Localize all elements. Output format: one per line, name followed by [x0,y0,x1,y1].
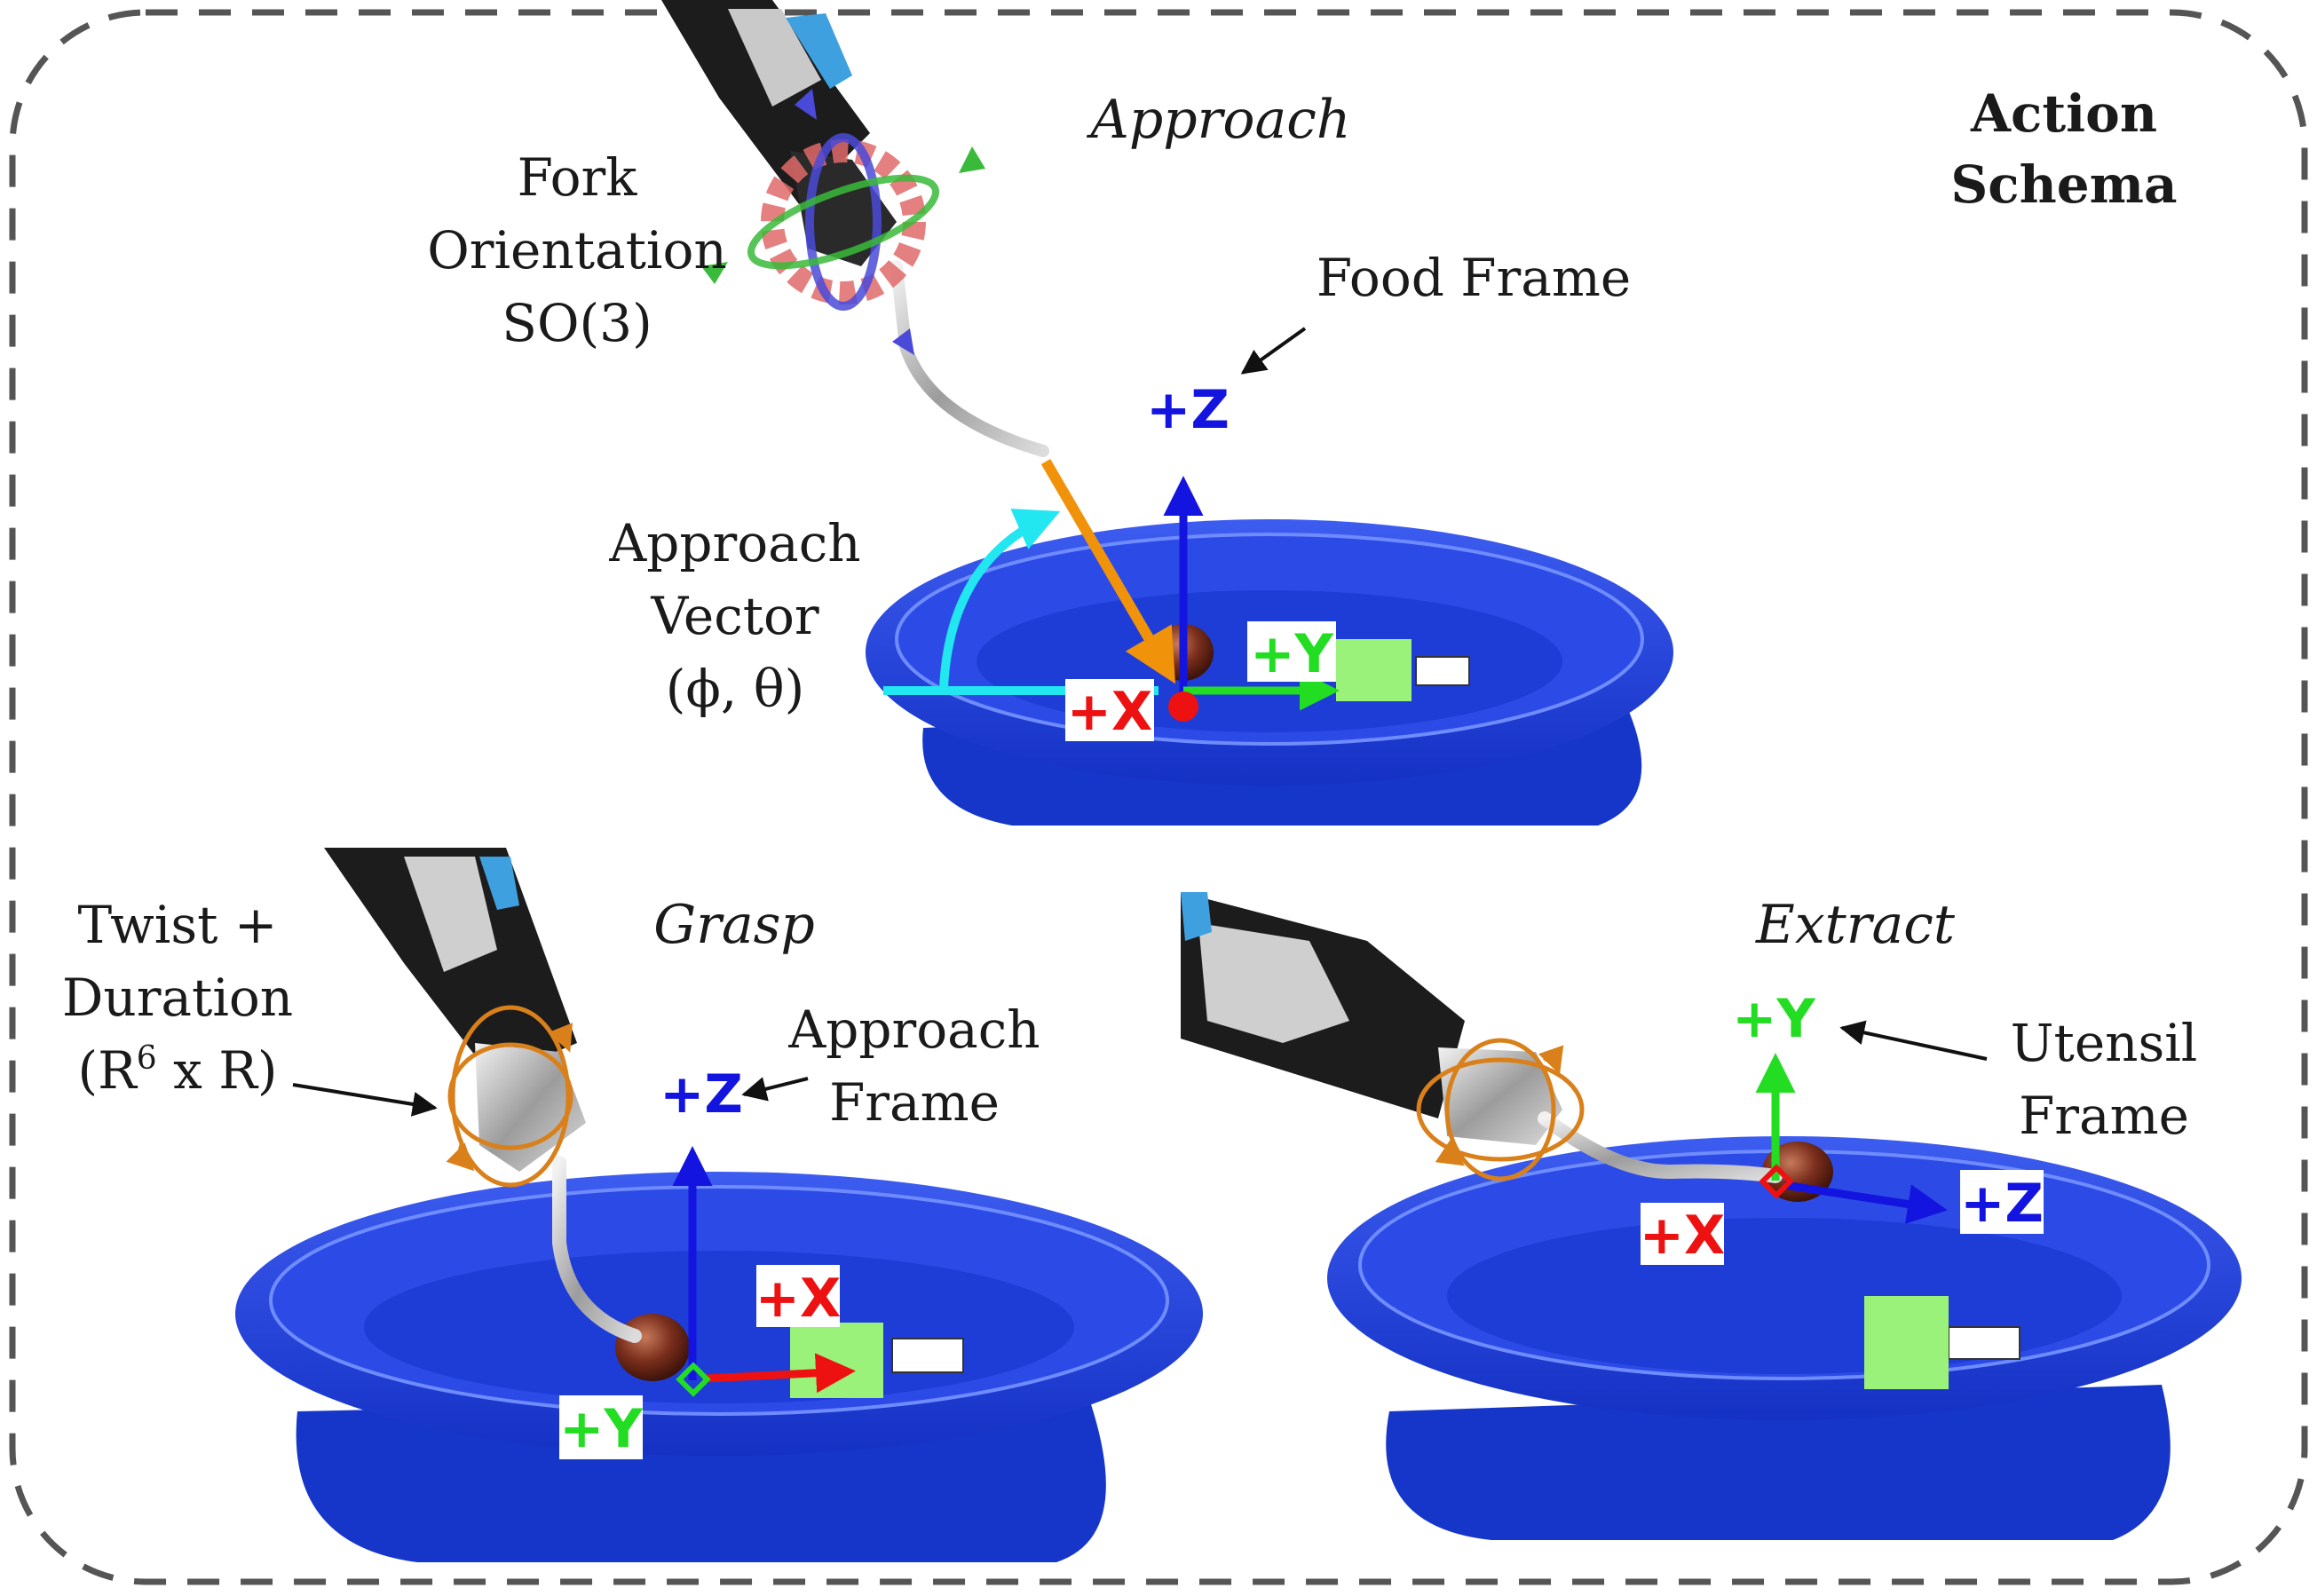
approach-frame-label-2: Frame [829,1072,1000,1133]
sponge-marker [1864,1296,1949,1389]
grasp-origin [676,1362,711,1397]
robot-arm-icon [324,848,586,1172]
extract-origin [1759,1164,1794,1199]
grasp-panel: Grasp +Z +X +Y Twis [62,848,1203,1562]
approach-x-label: +X [1067,681,1153,743]
grasp-x-axis [705,1353,856,1394]
schema-title-line1: Action [1970,83,2157,144]
utensil-frame-pointer [1839,1020,1988,1061]
plate-icon [235,1172,1203,1562]
grasp-x-label: +X [755,1268,842,1330]
extract-y-label: +Y [1732,988,1816,1050]
extract-x-label: +X [1640,1205,1726,1267]
fork-icon [1538,1111,1783,1183]
sponge-marker [1336,639,1412,701]
utensil-frame-label-2: Frame [2019,1086,2189,1146]
fork-orientation-label-1: Fork [518,147,638,208]
approach-z-label: +Z [1146,379,1230,441]
rotation-gizmo-icon [701,89,985,355]
twist-duration-label-2: Duration [62,968,293,1028]
extract-z-axis [1783,1181,1948,1224]
robot-arm-icon [1181,892,1562,1145]
fiducial-tag-icon [1948,1326,2020,1360]
grasp-heading: Grasp [653,894,815,956]
extract-panel: Extract +Y +X +Z Ut [1181,892,2242,1540]
fork-orientation-label-3: SO(3) [502,293,652,353]
extract-z-label: +Z [1960,1173,2044,1235]
sponge-marker [790,1323,883,1398]
extract-heading: Extract [1755,894,1956,956]
utensil-frame-label-1: Utensil [2011,1013,2198,1073]
approach-panel: Approach [427,0,1673,826]
extract-z-label-bg [1960,1170,2044,1234]
fiducial-tag-icon [891,1338,964,1373]
twist-duration-label-1: Twist + [78,895,278,955]
approach-vector-label-1: Approach [608,513,860,573]
approach-y-label: +Y [1250,623,1334,685]
grasp-x-label-bg [756,1265,840,1327]
twist-label-pointer [292,1083,438,1117]
extract-x-label-bg [1641,1203,1724,1265]
approach-vector-label-2: Vector [650,586,819,646]
grasp-y-label: +Y [559,1398,644,1460]
approach-x-label-bg [1065,679,1154,741]
fork-orientation-label-2: Orientation [427,220,727,280]
approach-angle-arc [939,509,1061,689]
food-item-icon [615,1314,690,1381]
food-frame-label: Food Frame [1317,248,1631,308]
food-frame-pointer [1240,327,1307,375]
approach-origin [1168,691,1198,722]
twist-rings-icon [446,1005,573,1188]
grasp-y-label-bg [559,1395,643,1459]
schema-title-line2: Schema [1950,154,2177,215]
fork-icon [552,1156,642,1343]
twist-rings-icon [1416,1038,1585,1181]
fork-icon [890,260,1049,457]
fiducial-tag-icon [1415,656,1470,686]
approach-vector-arrow [1040,458,1176,684]
approach-y-label-bg [1247,621,1336,682]
schema-border [9,9,2308,1585]
twist-duration-label-3: (R6 x R) [77,1040,277,1101]
approach-heading: Approach [1087,89,1351,151]
approach-vector-label-3: (ϕ, θ) [666,659,805,719]
approach-frame-pointer [741,1077,809,1102]
approach-frame-label-1: Approach [787,999,1040,1060]
grasp-z-label: +Z [660,1063,743,1126]
